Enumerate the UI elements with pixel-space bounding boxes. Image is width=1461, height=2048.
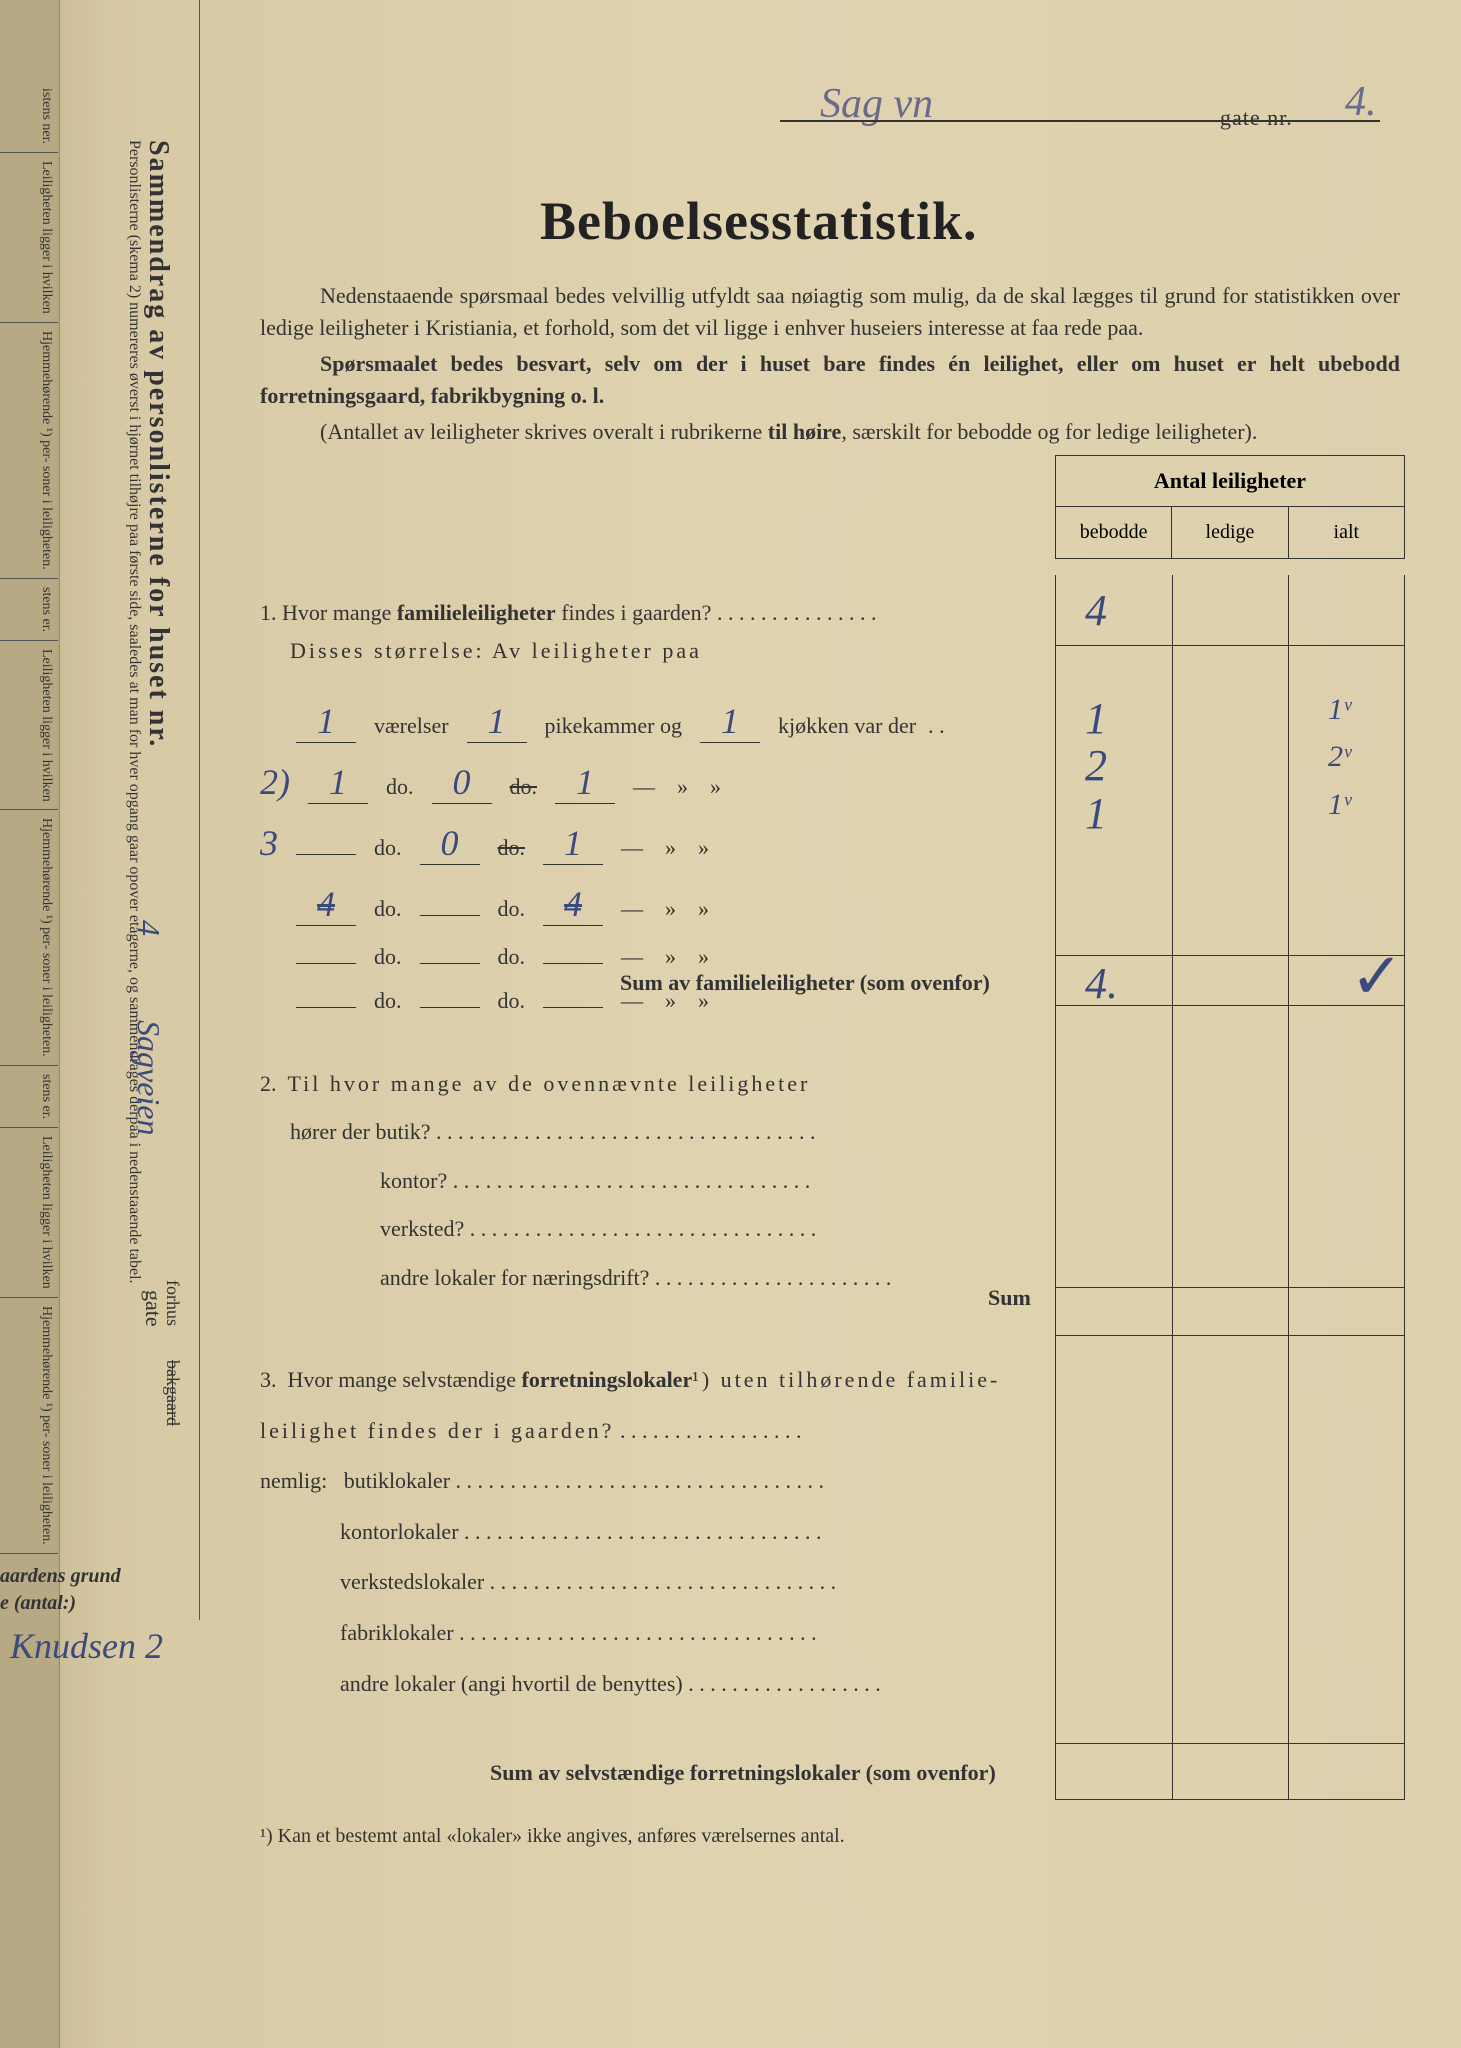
size-row: 4 do. do. 4 — » » [290,883,1050,926]
table-hline [1056,1335,1404,1336]
hw-row2-ialt: 2ᵛ [1328,740,1351,774]
table-header-title: Antal leiligheter [1056,456,1404,507]
size-row: 3 do. 0 do. 1 — » » [290,822,1050,865]
table-hline [1056,1743,1404,1744]
hw-row2-beb: 2 [1085,740,1107,791]
q3-l5: andre lokaler (angi hvortil de benyttes)… [340,1659,1050,1710]
hw-street-name: Sagveien [130,1020,167,1136]
table-hline [1056,645,1404,646]
table-header-row: bebodde ledige ialt [1056,507,1404,558]
table-divider [1288,575,1289,1799]
q2-intro: 2. Til hvor mange av de ovennævnte leili… [260,1060,1050,1108]
gate-underline [780,120,1380,122]
q3-text: 3. Hvor mange selvstændige forretningslo… [260,1355,1050,1456]
fragment-text: Hjemmehørende ¹) per- soner i leilighete… [0,323,58,579]
col-ledige: ledige [1172,507,1288,558]
fragment-text: Hjemmehørende ¹) per- soner i leilighete… [0,810,58,1066]
hw-row1-beb: 1 [1085,693,1107,744]
fragment-text: Hjemmehørende ¹) per- soner i leilighete… [0,1298,58,1554]
handwritten-signature: Knudsen 2 [10,1625,163,1667]
hw-answer-bebodde: 4 [1085,585,1107,636]
hw-house-nr: 4 [130,920,167,936]
col-bebodde: bebodde [1056,507,1172,558]
q1-sum-label: Sum av familieleiligheter (som ovenfor) [620,970,990,996]
size-row: do. do. — » » [290,944,1050,970]
question-2: 2. Til hvor mange av de ovennævnte leili… [260,1060,1050,1302]
disses-label: Disses størrelse: Av leiligheter paa [290,638,1050,664]
e-antal-label: e (antal:) [0,1592,76,1615]
q2-l3: verksted? . . . . . . . . . . . . . . . … [380,1205,1050,1253]
fragment-text: stens er. [0,579,58,641]
table-body [1055,575,1405,1800]
q1-text: 1. Hvor mange familieleiligheter findes … [260,600,1050,626]
q2-l1: hører der butik? . . . . . . . . . . . .… [290,1108,1050,1156]
fragment-text: Leiligheten ligger i hvilken [0,1128,58,1298]
question-3: 3. Hvor mange selvstændige forretningslo… [260,1355,1050,1709]
fragment-text: stens er. [0,1066,58,1128]
q3-sum: Sum av selvstændige forretningslokaler (… [490,1760,996,1786]
q2-l2: kontor? . . . . . . . . . . . . . . . . … [380,1157,1050,1205]
q3-l4: fabriklokaler . . . . . . . . . . . . . … [340,1608,1050,1659]
q2-sum: Sum [988,1285,1031,1311]
intro-p3: (Antallet av leiligheter skrives overalt… [260,416,1400,448]
q3-nemlig: nemlig: butiklokaler . . . . . . . . . .… [260,1456,1050,1507]
intro-p1: Nedenstaaende spørsmaal bedes velvillig … [260,280,1400,344]
bakgaard-label-struck: bakgaard [162,1360,183,1426]
footnote: ¹) Kan et bestemt antal «lokaler» ikke a… [260,1825,845,1848]
hw-gate-number: 4. [1345,78,1377,126]
left-fragments: istens ner. Leiligheten ligger i hvilken… [0,80,58,1554]
left-page-edge: istens ner. Leiligheten ligger i hvilken… [0,0,60,2048]
aardens-grund-label: aardens grund [0,1565,121,1588]
table-hline [1056,1287,1404,1288]
hw-sum-beb: 4. [1085,958,1118,1009]
col-ialt: ialt [1289,507,1404,558]
hw-row3-beb: 1 [1085,788,1107,839]
size-row: 2) 1 do. 0 do. 1 — » » [290,761,1050,804]
size-row: 1 værelser 1 pikekammer og 1 kjøkken var… [290,700,1050,743]
sidebar-heading: Sammendrag av personlisterne for huset n… [142,140,174,748]
hw-checkmark: ✓ [1350,940,1404,1014]
q3-l3: verkstedslokaler . . . . . . . . . . . .… [340,1557,1050,1608]
table-header: Antal leiligheter bebodde ledige ialt [1055,455,1405,559]
document-page: istens ner. Leiligheten ligger i hvilken… [0,0,1461,2048]
forhus-label: forhus [162,1280,183,1326]
intro-p2: Spørsmaalet bedes besvart, selv om der i… [260,348,1400,412]
gate-nr-label: gate nr. [1220,105,1293,131]
q2-l4: andre lokaler for næringsdrift? . . . . … [380,1254,1050,1302]
fragment-text: Leiligheten ligger i hvilken [0,641,58,811]
q3-l2: kontorlokaler . . . . . . . . . . . . . … [340,1507,1050,1558]
hw-row1-ialt: 1ᵛ [1328,693,1351,727]
table-divider [1172,575,1173,1799]
fragment-text: Leiligheten ligger i hvilken [0,153,58,323]
document-title: Beboelsesstatistik. [540,190,978,252]
fragment-text: istens ner. [0,80,58,153]
question-1: 1. Hvor mange familieleiligheter findes … [260,600,1050,676]
intro-paragraphs: Nedenstaaende spørsmaal bedes velvillig … [260,280,1400,451]
hw-row3-ialt: 1ᵛ [1328,788,1351,822]
